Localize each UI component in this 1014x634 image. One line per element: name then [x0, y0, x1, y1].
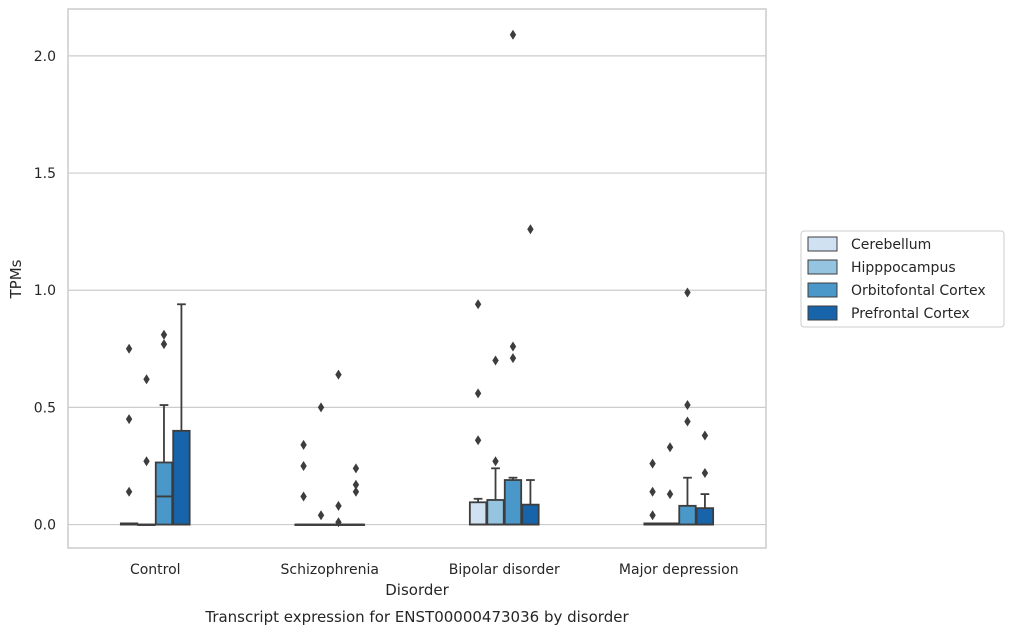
outlier-point: [474, 435, 482, 446]
box-prefrontal-cortex: [695, 430, 715, 526]
outlier-point: [125, 343, 133, 354]
box-iqr: [154, 461, 174, 526]
plot-frame: [67, 8, 767, 549]
outlier-point: [666, 442, 674, 453]
outlier-point: [684, 400, 691, 411]
y-tick-label: 0.0: [34, 518, 56, 534]
y-tick-label: 1.0: [34, 283, 56, 299]
outlier-point: [335, 500, 342, 511]
box-cerebellum: [643, 458, 662, 526]
outlier-point: [649, 486, 656, 497]
figure-caption: Transcript expression for ENST0000047303…: [204, 608, 629, 626]
x-tick-label: Major depression: [619, 562, 739, 578]
outlier-point: [684, 416, 691, 427]
box-prefrontal-cortex: [521, 224, 540, 526]
outlier-point: [160, 339, 168, 350]
legend-label: Prefrontal Cortex: [851, 306, 970, 322]
outlier-point: [666, 489, 674, 500]
x-tick-labels: Control Schizophrenia Bipolar disorder Majo…: [130, 562, 739, 578]
box-hipppocampus: [486, 355, 505, 526]
outlier-point: [684, 287, 691, 298]
x-tick-label: Control: [130, 562, 181, 578]
outlier-point: [492, 456, 499, 467]
outlier-point: [352, 479, 360, 490]
y-tick-labels: 0.0 0.5 1.0 1.5 2.0: [34, 49, 56, 534]
box-iqr: [678, 504, 697, 526]
outlier-point: [125, 414, 133, 425]
y-tick-label: 2.0: [34, 49, 56, 65]
box-orbitofontal-cortex: [678, 287, 697, 526]
outlier-point: [317, 402, 325, 413]
legend-swatch: [807, 259, 838, 275]
outlier-point: [509, 29, 517, 40]
legend-swatch: [807, 236, 838, 252]
legend: Cerebellum Hipppocampus Orbitofontal Corte…: [800, 230, 1005, 328]
outlier-point: [300, 439, 307, 450]
box-iqr: [521, 503, 540, 526]
outlier-point: [701, 430, 709, 441]
outlier-point: [352, 463, 360, 474]
boxes-layer: [119, 29, 715, 528]
box-cerebellum: [468, 299, 488, 526]
outlier-point: [492, 355, 499, 366]
box-orbitofontal-cortex: [154, 329, 174, 526]
x-tick-label: Bipolar disorder: [449, 562, 560, 578]
outlier-point: [317, 510, 325, 521]
outlier-point: [649, 458, 656, 469]
outlier-point: [160, 329, 168, 340]
legend-label: Cerebellum: [851, 237, 931, 253]
outlier-point: [125, 486, 133, 497]
outlier-point: [143, 374, 150, 385]
outlier-point: [300, 460, 307, 471]
outlier-point: [143, 456, 150, 467]
y-tick-label: 0.5: [34, 400, 56, 416]
outlier-point: [701, 468, 709, 479]
box-hipppocampus: [137, 374, 156, 526]
outlier-point: [509, 341, 517, 352]
box-iqr: [172, 429, 191, 526]
legend-label: Hipppocampus: [851, 260, 956, 276]
box-prefrontal-cortex: [172, 303, 191, 526]
box-hipppocampus: [660, 442, 680, 526]
x-tick-label: Schizophrenia: [281, 562, 379, 578]
y-tick-label: 1.5: [34, 166, 56, 182]
box-cerebellum: [119, 343, 139, 526]
box-iqr: [503, 479, 523, 526]
outlier-point: [300, 491, 307, 502]
box-iqr: [468, 501, 488, 526]
box-iqr: [695, 507, 715, 526]
box-orbitofontal-cortex: [329, 369, 348, 528]
outlier-point: [649, 510, 656, 521]
box-cerebellum: [294, 439, 313, 526]
box-orbitofontal-cortex: [503, 29, 523, 526]
legend-frame: [800, 230, 1005, 328]
x-axis-title: Disorder: [385, 581, 449, 599]
outlier-point: [474, 299, 482, 310]
outlier-point: [352, 486, 360, 497]
legend-label: Orbitofontal Cortex: [851, 283, 986, 299]
outlier-point: [335, 517, 342, 528]
box-iqr: [486, 499, 505, 526]
legend-swatch: [807, 282, 838, 298]
box-prefrontal-cortex: [346, 463, 366, 526]
y-axis-title: TPMs: [7, 259, 25, 299]
outlier-point: [335, 369, 342, 380]
legend-swatch: [807, 305, 838, 321]
outlier-point: [474, 388, 482, 399]
outlier-point: [509, 353, 517, 364]
box-hipppocampus: [311, 402, 331, 526]
outlier-point: [527, 224, 534, 235]
